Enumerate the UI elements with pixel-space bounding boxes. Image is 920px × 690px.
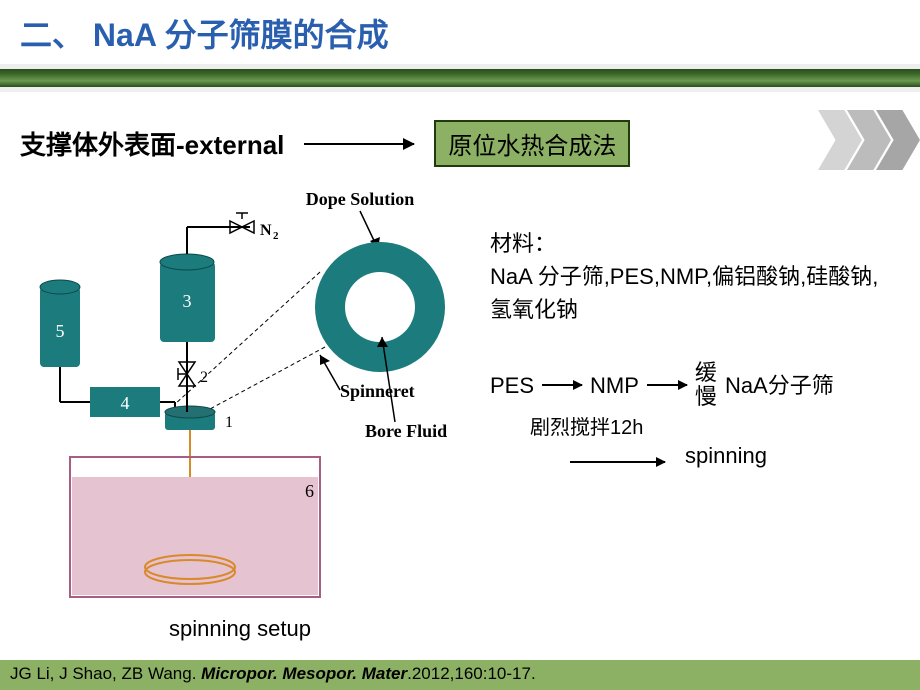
arrow-icon [647, 384, 687, 386]
label-spinneret: Spinneret [340, 381, 415, 401]
arrow-icon [570, 461, 665, 463]
slide-title: 二、 NaA 分子筛膜的合成 [20, 10, 900, 56]
citation-journal: Micropor. Mesopor. Mater [201, 664, 407, 683]
flow-line-1: PES NMP 缓 慢 NaA分子筛 [490, 361, 900, 409]
flow2-target: spinning [685, 439, 767, 472]
svg-text:2: 2 [200, 369, 208, 386]
label-bore: Bore Fluid [365, 421, 447, 441]
flow1-b: NMP [590, 369, 639, 402]
divider-band [0, 64, 920, 92]
materials-block: 材料： NaA 分子筛,PES,NMP,偏铝酸钠,硅酸钠,氢氧化钠 [490, 227, 900, 326]
svg-text:2: 2 [273, 230, 279, 242]
title-main: NaA 分子筛膜的合成 [93, 17, 389, 53]
label-dope: Dope Solution [306, 189, 415, 209]
title-prefix: 二、 [20, 17, 93, 53]
svg-text:6: 6 [305, 481, 314, 501]
arrow-to-method [304, 143, 414, 145]
citation-rest: .2012,160:10-17. [407, 664, 536, 683]
svg-text:3: 3 [183, 291, 192, 311]
subtitle: 支撑体外表面-external [20, 125, 284, 162]
arrow-icon [542, 384, 582, 386]
flow-line-2: 剧烈搅拌12h spinning [570, 439, 900, 472]
flow2-label: 剧烈搅拌12h [530, 413, 643, 443]
flow1-c: NaA分子筛 [725, 369, 834, 402]
method-box: 原位水热合成法 [434, 120, 630, 167]
flow1-slow: 缓 慢 [695, 361, 717, 409]
materials-label: 材料： [490, 231, 556, 256]
citation-footer: JG Li, J Shao, ZB Wang. Micropor. Mesopo… [0, 660, 920, 690]
flow1-a: PES [490, 369, 534, 402]
spinning-setup-diagram: Dope Solution Spinneret Bore Fluid [20, 187, 460, 607]
citation-authors: JG Li, J Shao, ZB Wang. [10, 664, 201, 683]
svg-text:4: 4 [121, 393, 130, 413]
svg-text:5: 5 [56, 321, 65, 341]
label-n2: N [260, 222, 272, 239]
materials-text: NaA 分子筛,PES,NMP,偏铝酸钠,硅酸钠,氢氧化钠 [490, 264, 878, 322]
svg-text:1: 1 [225, 414, 233, 431]
diagram-caption: spinning setup [20, 616, 460, 642]
